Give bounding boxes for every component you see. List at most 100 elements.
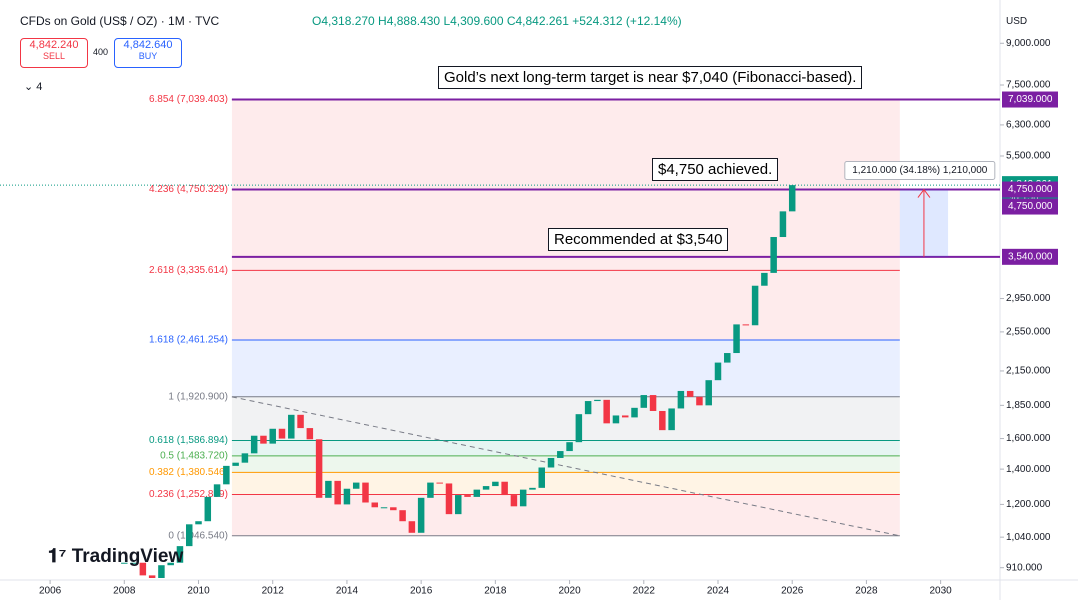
buy-button[interactable]: 4,842.640 BUY: [114, 38, 182, 68]
collapse-toggle[interactable]: ⌄ 4: [24, 81, 43, 93]
candle-body: [547, 457, 555, 468]
fib-band: [231, 455, 900, 473]
candle-body: [724, 353, 731, 363]
candle-body: [185, 524, 193, 547]
candle-body: [482, 486, 490, 490]
x-tick-label: 2020: [558, 586, 581, 597]
annotation: $4,750 achieved.: [652, 158, 779, 181]
fib-band: [231, 99, 900, 190]
y-tick-label: 2,150.000: [1006, 366, 1051, 377]
candle-body: [566, 442, 573, 452]
fib-label: 4.236 (4,750.329): [149, 184, 228, 195]
fib-label: 0.618 (1,586.894): [149, 435, 228, 446]
brand-name: TradingView: [71, 546, 184, 567]
candle-body: [288, 414, 295, 439]
candle-body: [761, 272, 768, 286]
fib-band: [231, 440, 900, 456]
candle-body: [510, 495, 518, 507]
x-tick-label: 2006: [39, 586, 62, 597]
price-tag: [1002, 91, 1058, 108]
candle-body: [343, 488, 351, 505]
candle-body: [603, 399, 610, 424]
candle-body: [705, 380, 712, 406]
fib-band: [231, 472, 900, 495]
candle-body: [195, 521, 202, 525]
y-tick-label: 1,200.000: [1006, 499, 1051, 510]
y-tick-label: 1,600.000: [1006, 433, 1051, 444]
candle-body: [269, 428, 276, 444]
fib-label: 6.854 (7,039.403): [149, 94, 228, 105]
candle-body: [575, 414, 583, 443]
y-tick-label: 2,550.000: [1006, 327, 1051, 338]
candle-body: [297, 414, 304, 429]
spread: 400: [93, 47, 109, 57]
x-tick-label: 2024: [707, 586, 730, 597]
candle-body: [492, 481, 499, 487]
candle-body: [631, 407, 638, 418]
buy-label: BUY: [138, 51, 158, 61]
y-tick-label: 910.000: [1006, 562, 1043, 573]
annotation: Recommended at $3,540: [548, 228, 729, 251]
x-tick-label: 2030: [930, 586, 953, 597]
candle-body: [742, 324, 750, 326]
candle-body: [519, 489, 527, 507]
x-tick-label: 2028: [855, 586, 878, 597]
candle-body: [399, 510, 406, 522]
candle-body: [306, 428, 314, 440]
candle-body: [213, 484, 221, 497]
y-tick-label: 6,300.000: [1006, 120, 1051, 131]
price-tag: [1002, 198, 1058, 215]
fib-band: [231, 494, 900, 536]
x-tick-label: 2008: [113, 586, 136, 597]
candle-body: [751, 285, 759, 326]
fib-band: [231, 270, 900, 341]
price-tag: [1002, 248, 1058, 265]
candle-body: [250, 435, 258, 454]
candle-body: [584, 401, 592, 415]
fib-label: 1.618 (2,461.254): [149, 335, 228, 346]
y-tick-label: 5,500.000: [1006, 151, 1051, 162]
candle-body: [788, 185, 796, 212]
candle-body: [557, 451, 564, 458]
trendline: [231, 396, 900, 537]
x-tick-label: 2010: [187, 586, 210, 597]
candle-body: [594, 399, 601, 402]
candle-body: [473, 489, 481, 497]
x-tick-label: 2022: [633, 586, 656, 597]
candle-body: [352, 482, 360, 489]
candle-body: [278, 428, 286, 439]
candle-body: [417, 497, 425, 533]
candle-body: [148, 575, 156, 578]
y-tick-label: 1,400.000: [1006, 464, 1051, 475]
candle-body: [325, 480, 332, 498]
candle-body: [427, 482, 434, 498]
y-tick-label: 1,040.000: [1006, 532, 1051, 543]
candle-body: [223, 465, 230, 485]
candle-body: [158, 565, 165, 578]
x-tick-label: 2026: [781, 586, 804, 597]
candle-body: [649, 395, 657, 411]
fib-label: 2.618 (3,335.614): [149, 265, 228, 276]
sell-button[interactable]: 4,842.240 SELL: [20, 38, 88, 68]
symbol-title[interactable]: CFDs on Gold (US$ / OZ) · 1M · TVC: [20, 14, 220, 28]
candle-body: [677, 390, 685, 409]
candle-body: [130, 562, 137, 564]
x-tick-label: 2016: [410, 586, 433, 597]
price-tag-label: 4,750.000: [1008, 201, 1053, 212]
currency[interactable]: USD: [1006, 16, 1028, 27]
candle-body: [668, 408, 675, 431]
candle-body: [621, 415, 629, 418]
candle-body: [204, 496, 212, 522]
fib-label: 0.5 (1,483.720): [160, 450, 228, 461]
sell-price: 4,842.240: [29, 39, 79, 51]
y-tick-label: 9,000.000: [1006, 38, 1051, 49]
candle-body: [455, 495, 462, 515]
candle-body: [362, 482, 369, 503]
candle-body: [390, 507, 397, 511]
y-tick-label: 1,850.000: [1006, 400, 1051, 411]
candle-body: [241, 453, 249, 463]
candle-body: [436, 482, 443, 484]
fib-label: 0.382 (1,380.546): [149, 467, 228, 478]
